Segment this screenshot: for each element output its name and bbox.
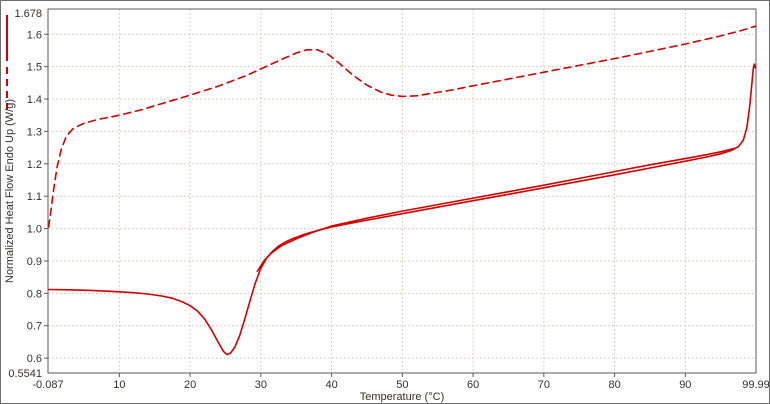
x-tick-label: 50	[396, 379, 408, 391]
x-tick-label: 70	[538, 379, 550, 391]
x-tick-label: 30	[255, 379, 267, 391]
x-axis-title: Temperature (°C)	[360, 391, 444, 403]
curve-dashed-upper	[47, 25, 757, 228]
y-tick-label: 1.1	[27, 191, 42, 203]
y-tick-label: 1.6	[27, 29, 42, 41]
grid-layer	[48, 9, 756, 373]
curve-solid-melting	[47, 63, 757, 356]
y-tick-label: 0.6	[27, 353, 42, 365]
x-tick-label: 90	[679, 379, 691, 391]
y-tick-label: 1.0	[27, 224, 42, 236]
x-tick-label: 80	[608, 379, 620, 391]
y-tick-label: 1.2	[27, 159, 42, 171]
x-tick-label: 60	[467, 379, 479, 391]
y-axis-title: Normalized Heat Flow Endo Up (W/g)	[4, 99, 16, 283]
y-tick-label: 1.3	[27, 126, 42, 138]
y-max-label: 1.678	[14, 8, 42, 20]
y-tick-label: 1.5	[27, 62, 42, 74]
x-tick-label: 20	[184, 379, 196, 391]
y-tick-label: 0.7	[27, 321, 42, 333]
x-max-label: 99.99	[742, 379, 770, 391]
x-min-label: -0.087	[32, 379, 63, 391]
y-tick-label: 0.9	[27, 256, 42, 268]
x-tick-label: 10	[113, 379, 125, 391]
curve-solid-overlay	[256, 147, 736, 273]
axis-tick-layer: 10 20 30 40 50 60 70 80 90 0.6 0.7 0.8 0.9 1.0 1.1 1.2 1…	[8, 8, 769, 391]
series-layer	[47, 25, 757, 356]
y-tick-label: 1.4	[27, 94, 42, 106]
y-tick-label: 0.8	[27, 288, 42, 300]
x-tick-label: 40	[325, 379, 337, 391]
y-min-label: 0.5541	[8, 368, 42, 380]
